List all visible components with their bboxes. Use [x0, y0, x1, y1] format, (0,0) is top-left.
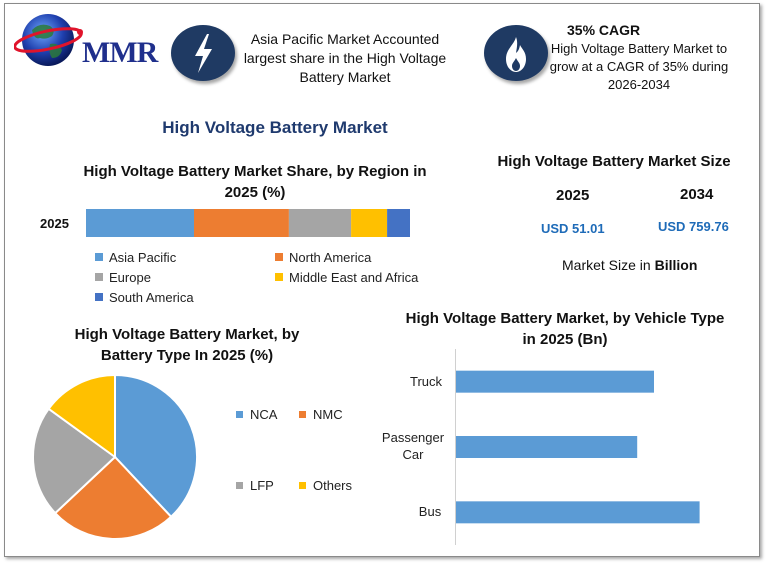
- legend-swatch: [95, 253, 103, 261]
- vehicle-category-label-passenger-car: Passenger Car: [376, 429, 450, 463]
- region-chart-title: High Voltage Battery Market Share, by Re…: [83, 163, 427, 201]
- region-segment-north-america: [194, 209, 289, 237]
- region-segment-europe: [288, 209, 352, 237]
- legend-asia-pacific: Asia Pacific: [95, 250, 176, 265]
- category-label-line: Truck: [409, 374, 443, 389]
- legend-label: Europe: [109, 270, 151, 285]
- category-label-line: Passenger: [381, 430, 445, 445]
- legend-label: NCA: [250, 407, 278, 422]
- legend-label: LFP: [250, 478, 274, 493]
- legend-label: NMC: [313, 407, 343, 422]
- legend-swatch: [95, 273, 103, 281]
- cagr-title: 35% CAGR: [567, 22, 641, 38]
- legend-swatch: [236, 411, 243, 418]
- globe-logo-icon: [14, 14, 83, 66]
- legend-label: North America: [289, 250, 372, 265]
- legend-label: Middle East and Africa: [289, 270, 419, 285]
- pie-legend-nmc: NMC: [299, 407, 343, 422]
- unit-note-bold: Billion: [654, 257, 698, 273]
- pie-slice-nmc: [53, 455, 173, 540]
- vehicle-category-label-bus: Bus: [400, 503, 460, 520]
- region-segment-asia-pacific: [86, 209, 194, 237]
- vehicle-category-label-truck: Truck: [396, 373, 456, 390]
- region-segment-south-america: [387, 209, 410, 237]
- info-box-text: Asia Pacific Market Accounted largest sh…: [243, 31, 447, 85]
- market-size-title: High Voltage Battery Market Size: [497, 153, 731, 170]
- market-size-value-2034: USD 759.76: [658, 219, 729, 234]
- pie-slice-nca: [114, 373, 198, 519]
- market-size-unit-note: Market Size in Billion: [562, 257, 697, 273]
- region-stacked-bar: [86, 209, 410, 237]
- main-title: High Voltage Battery Market: [162, 118, 388, 137]
- vehicle-bar-chart: [455, 349, 700, 545]
- unit-note-prefix: Market Size in: [562, 257, 655, 273]
- pie-legend-nca: NCA: [236, 407, 277, 422]
- logo-wordmark: MMR: [82, 36, 158, 69]
- region-segment-middle-east-and-africa: [351, 209, 388, 237]
- legend-south-america: South America: [95, 290, 194, 305]
- region-legend: Asia Pacific North America Europe Middle…: [95, 250, 455, 306]
- legend-label: Others: [313, 478, 353, 493]
- legend-swatch: [236, 482, 243, 489]
- market-size-year-2034: 2034: [680, 186, 714, 203]
- market-size-value-2025: USD 51.01: [541, 221, 605, 236]
- flame-icon: [484, 25, 548, 81]
- cagr-text: High Voltage Battery Market to grow at a…: [549, 41, 729, 92]
- vehicle-chart-title: High Voltage Battery Market, by Vehicle …: [405, 310, 725, 348]
- battery-type-chart-title: High Voltage Battery Market, by Battery …: [74, 326, 300, 364]
- pie-legend-lfp: LFP: [236, 478, 274, 493]
- legend-swatch: [299, 411, 306, 418]
- battery-type-pie: [32, 373, 198, 540]
- legend-label: South America: [109, 290, 194, 305]
- legend-label: Asia Pacific: [109, 250, 177, 265]
- vehicle-bar-passenger-car: [456, 436, 638, 458]
- legend-swatch: [299, 482, 306, 489]
- legend-middle-east-africa: Middle East and Africa: [275, 270, 418, 285]
- pie-slice-lfp: [32, 407, 117, 515]
- pie-slice-others: [47, 373, 116, 459]
- pie-legend-others: Others: [299, 478, 352, 493]
- legend-north-america: North America: [275, 250, 371, 265]
- vehicle-bar-bus: [456, 501, 700, 524]
- market-size-year-2025: 2025: [556, 187, 590, 204]
- category-label-line: Bus: [418, 504, 442, 519]
- legend-swatch: [275, 273, 283, 281]
- vehicle-bar-truck: [456, 370, 654, 393]
- legend-swatch: [95, 293, 103, 301]
- category-label-line: Car: [402, 447, 424, 462]
- region-year-label: 2025: [40, 216, 69, 231]
- legend-swatch: [275, 253, 283, 261]
- lightning-icon: [171, 25, 235, 81]
- legend-europe: Europe: [95, 270, 151, 285]
